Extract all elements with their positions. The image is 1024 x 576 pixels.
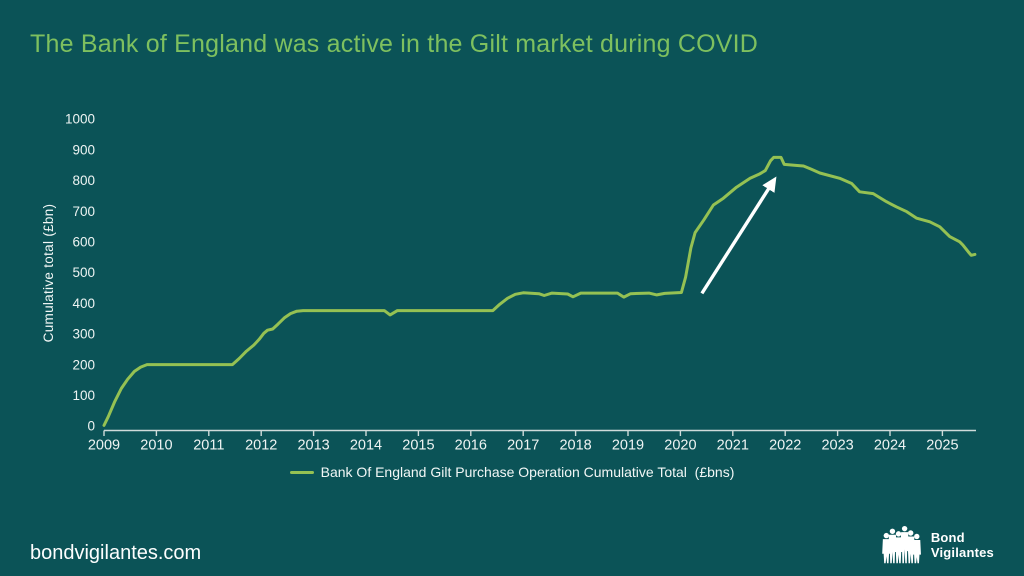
- legend-label: Bank Of England Gilt Purchase Operation …: [320, 464, 735, 480]
- svg-text:2017: 2017: [507, 438, 539, 454]
- y-axis-tick-labels: 0 100 200 300 400 500 600 700 800 900 1000: [65, 112, 95, 434]
- y-axis-title: Cumulative total (£bn): [41, 204, 56, 343]
- logo-word-vigilantes: Vigilantes: [930, 545, 994, 560]
- svg-text:500: 500: [72, 265, 95, 280]
- svg-text:200: 200: [72, 357, 95, 372]
- svg-text:2013: 2013: [297, 438, 329, 454]
- covid-arrow-annotation: [700, 176, 777, 295]
- people-silhouettes-icon: [881, 525, 921, 564]
- covid-spike-arrow: [700, 176, 777, 295]
- svg-text:800: 800: [72, 173, 95, 188]
- svg-text:2011: 2011: [193, 438, 224, 454]
- svg-text:2016: 2016: [455, 438, 487, 454]
- series-line-group: [102, 155, 977, 427]
- svg-text:100: 100: [72, 388, 95, 403]
- svg-text:2009: 2009: [88, 438, 120, 454]
- svg-text:2018: 2018: [559, 438, 591, 454]
- svg-text:Cumulative total (£bn): Cumulative total (£bn): [41, 204, 56, 343]
- svg-text:0: 0: [87, 419, 95, 434]
- slide-title: The Bank of England was active in the Gi…: [30, 30, 759, 58]
- legend-line-swatch: [289, 470, 314, 474]
- logo-wordmark: Bond Vigilantes: [931, 530, 994, 560]
- svg-text:1000: 1000: [65, 112, 95, 127]
- svg-text:2019: 2019: [612, 438, 644, 454]
- logo-word-bond: Bond: [930, 530, 965, 545]
- svg-text:2024: 2024: [874, 438, 906, 454]
- svg-text:2015: 2015: [402, 438, 434, 454]
- svg-text:2023: 2023: [821, 438, 853, 454]
- series-line: [102, 155, 977, 427]
- svg-text:2022: 2022: [769, 438, 801, 454]
- svg-text:600: 600: [72, 235, 95, 250]
- site-url-text: bondvigilantes.com: [30, 542, 202, 564]
- svg-text:2014: 2014: [350, 438, 382, 454]
- svg-text:300: 300: [72, 327, 95, 342]
- svg-text:400: 400: [72, 296, 95, 311]
- x-axis: 2009 2010 2011 2012 2013 2014 2015 2016 2017 2018…: [88, 429, 976, 454]
- svg-text:2025: 2025: [926, 438, 958, 454]
- bond-vigilantes-logo: Bond Vigilantes: [881, 524, 994, 566]
- svg-text:2020: 2020: [664, 438, 696, 454]
- svg-text:2012: 2012: [245, 438, 277, 454]
- svg-text:900: 900: [72, 142, 95, 157]
- svg-text:2021: 2021: [717, 438, 749, 454]
- svg-text:2010: 2010: [140, 438, 172, 454]
- svg-text:700: 700: [72, 204, 95, 219]
- chart-legend: Bank Of England Gilt Purchase Operation …: [0, 462, 1024, 482]
